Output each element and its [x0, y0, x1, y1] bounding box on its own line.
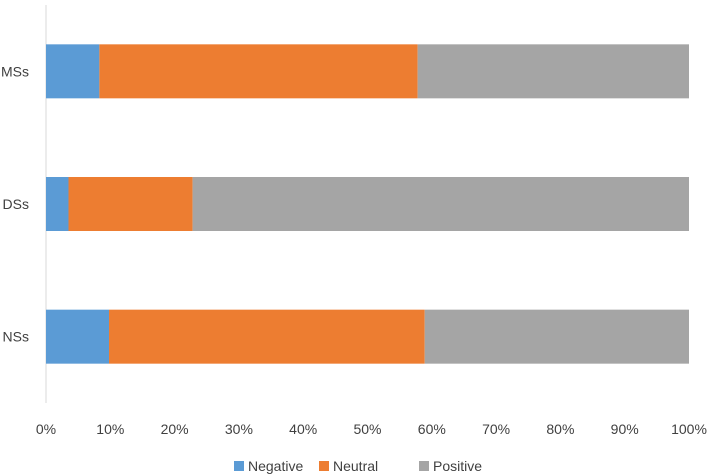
- x-tick-label: 90%: [611, 421, 639, 437]
- bar-nss-positive: [424, 309, 689, 364]
- legend-label-negative: Negative: [248, 458, 303, 474]
- bar-nss-neutral: [109, 309, 425, 364]
- x-tick-label: 50%: [353, 421, 381, 437]
- x-tick-label: 100%: [671, 421, 707, 437]
- category-label: DSs: [3, 196, 29, 212]
- bar-mss-negative: [46, 44, 100, 99]
- bar-dss-positive: [192, 177, 689, 231]
- x-tick-label: 70%: [482, 421, 510, 437]
- category-label: MSs: [1, 63, 29, 79]
- x-tick-label: 40%: [289, 421, 317, 437]
- legend: Negative Neutral Positive: [234, 458, 482, 474]
- x-tick-label: 10%: [96, 421, 124, 437]
- legend-swatch-positive: [419, 461, 429, 471]
- category-labels: MSs DSs NSs: [1, 63, 29, 344]
- x-tick-label: 80%: [546, 421, 574, 437]
- x-tick-label: 60%: [418, 421, 446, 437]
- legend-swatch-negative: [234, 461, 244, 471]
- bars: [46, 44, 689, 364]
- bar-mss-neutral: [99, 44, 418, 99]
- x-tick-label: 30%: [225, 421, 253, 437]
- bar-dss-neutral: [68, 177, 193, 231]
- bar-nss-negative: [46, 309, 110, 364]
- legend-label-positive: Positive: [433, 458, 482, 474]
- legend-swatch-neutral: [319, 461, 329, 471]
- bar-dss-negative: [46, 177, 69, 231]
- legend-label-neutral: Neutral: [333, 458, 378, 474]
- category-label: NSs: [3, 329, 29, 345]
- x-tick-labels: 0% 10% 20% 30% 40% 50% 60% 70% 80% 90% 100%: [36, 421, 707, 437]
- bar-mss-positive: [417, 44, 689, 99]
- x-tick-label: 20%: [161, 421, 189, 437]
- x-tick-label: 0%: [36, 421, 56, 437]
